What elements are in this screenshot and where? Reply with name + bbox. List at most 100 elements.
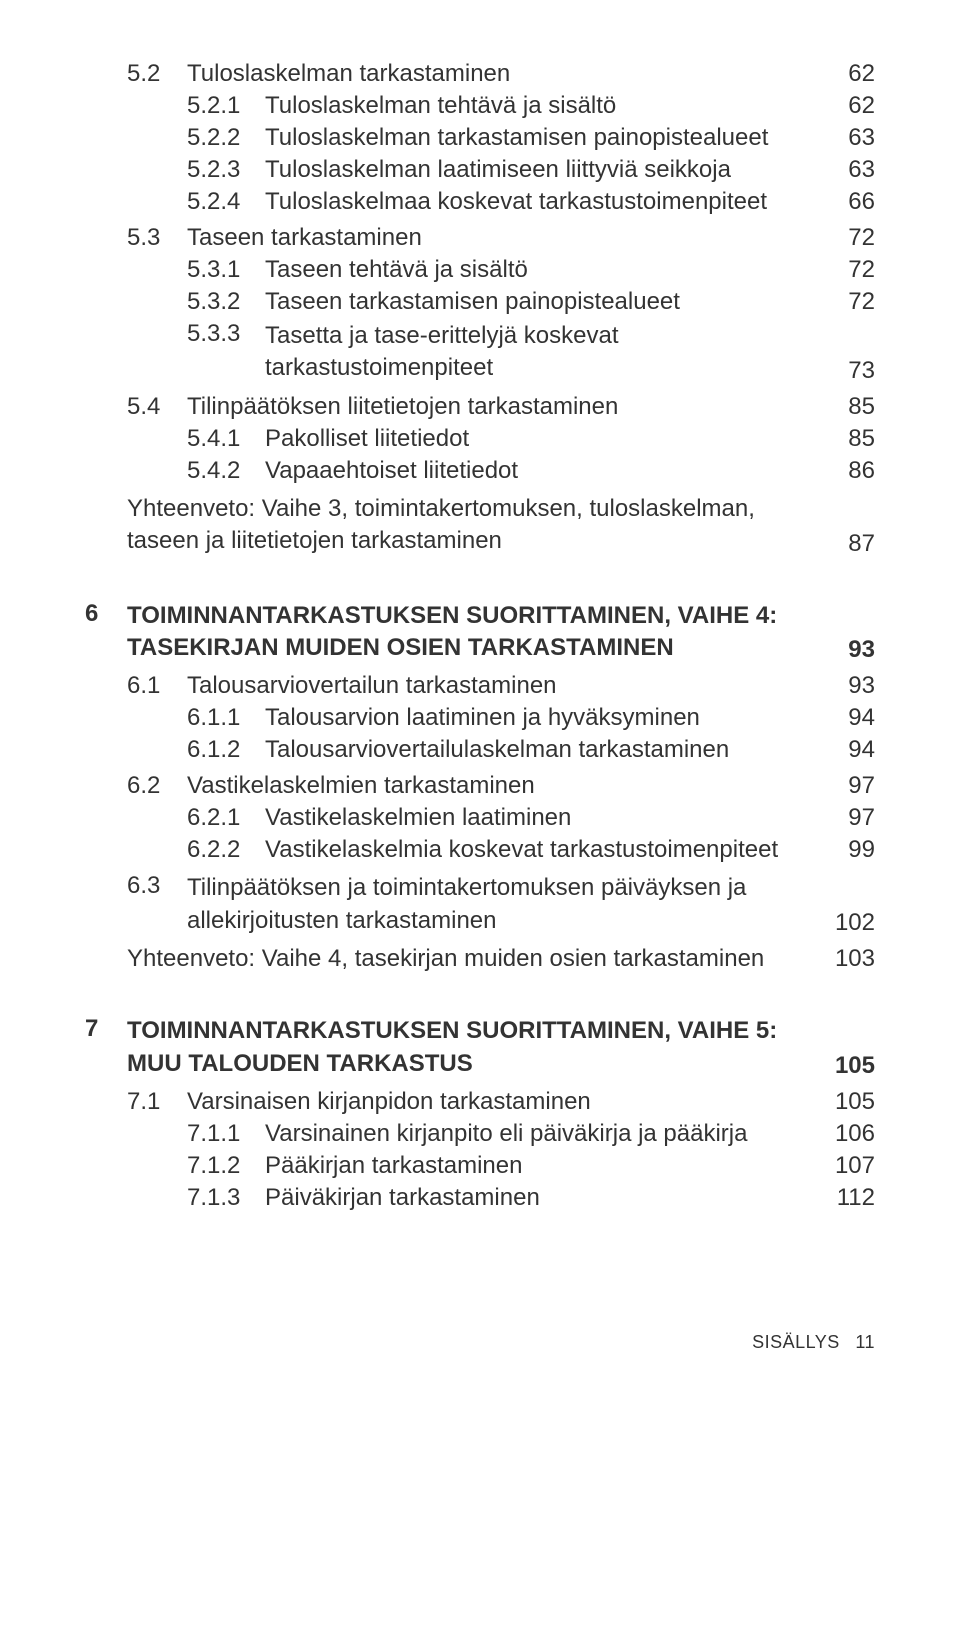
footer-page-number: 11 <box>855 1332 875 1352</box>
subsection-title: Taseen tehtävä ja sisältö <box>265 256 813 284</box>
page-number: 99 <box>813 836 875 864</box>
page-number: 72 <box>813 224 875 252</box>
section-number: 6.1 <box>127 672 187 700</box>
toc-section-row: 5.3 Taseen tarkastaminen 72 <box>85 224 875 252</box>
subsection-number: 5.2.3 <box>187 156 265 184</box>
page-number: 103 <box>813 945 875 973</box>
section-title: Varsinaisen kirjanpidon tarkastaminen <box>187 1088 813 1116</box>
toc-subsection-row: 5.2.4 Tuloslaskelmaa koskevat tarkastust… <box>85 188 875 216</box>
subsection-title: Tuloslaskelman tarkastamisen painopistea… <box>265 124 813 152</box>
subsection-title: Pääkirjan tarkastaminen <box>265 1152 813 1180</box>
subsection-number: 5.2.2 <box>187 124 265 152</box>
section-number: 6.3 <box>127 872 187 900</box>
toc-section-row: 6.2 Vastikelaskelmien tarkastaminen 97 <box>85 772 875 800</box>
summary-title: Yhteenveto: Vaihe 4, tasekirjan muiden o… <box>127 945 813 973</box>
toc-subsection-row: 5.3.3 Tasetta ja tase-erittelyjä koskeva… <box>85 320 875 385</box>
subsection-number: 5.3.2 <box>187 288 265 316</box>
toc-summary-row: Yhteenveto: Vaihe 4, tasekirjan muiden o… <box>85 945 875 973</box>
subsection-number: 6.2.2 <box>187 836 265 864</box>
subsection-number: 5.4.1 <box>187 425 265 453</box>
subsection-title: Päiväkirjan tarkastaminen <box>265 1184 813 1212</box>
section-number: 7.1 <box>127 1088 187 1116</box>
page-number: 106 <box>813 1120 875 1148</box>
subsection-title: Pakolliset liitetiedot <box>265 425 813 453</box>
page-number: 85 <box>813 425 875 453</box>
toc-section-row: 6.3 Tilinpäätöksen ja toimintakertomukse… <box>85 872 875 937</box>
section-number: 5.2 <box>127 60 187 88</box>
page-number: 85 <box>813 393 875 421</box>
section-number: 6.2 <box>127 772 187 800</box>
subsection-title: Tasetta ja tase-erittelyjä koskevat tark… <box>265 320 813 385</box>
page-number: 72 <box>813 256 875 284</box>
toc-section-row: 6.1 Talousarviovertailun tarkastaminen 9… <box>85 672 875 700</box>
page-number: 105 <box>813 1052 875 1080</box>
subsection-title: Talousarviovertailulaskelman tarkastamin… <box>265 736 813 764</box>
toc-subsection-row: 5.4.1 Pakolliset liitetiedot 85 <box>85 425 875 453</box>
page-number: 72 <box>813 288 875 316</box>
section-number: 5.4 <box>127 393 187 421</box>
page-number: 63 <box>813 124 875 152</box>
chapter-number: 7 <box>85 1015 127 1043</box>
toc-subsection-row: 7.1.1 Varsinainen kirjanpito eli päiväki… <box>85 1120 875 1148</box>
chapter-title: TOIMINNANTARKASTUKSEN SUORITTAMINEN, VAI… <box>127 600 813 665</box>
page-number: 107 <box>813 1152 875 1180</box>
toc-subsection-row: 6.2.2 Vastikelaskelmia koskevat tarkastu… <box>85 836 875 864</box>
toc-subsection-row: 6.1.1 Talousarvion laatiminen ja hyväksy… <box>85 704 875 732</box>
toc-subsection-row: 5.4.2 Vapaaehtoiset liitetiedot 86 <box>85 457 875 485</box>
section-title: Tuloslaskelman tarkastaminen <box>187 60 813 88</box>
page-number: 62 <box>813 60 875 88</box>
page-number: 62 <box>813 92 875 120</box>
toc-chapter-row: 6 TOIMINNANTARKASTUKSEN SUORITTAMINEN, V… <box>85 600 875 665</box>
subsection-number: 7.1.1 <box>187 1120 265 1148</box>
section-number: 5.3 <box>127 224 187 252</box>
page-number: 66 <box>813 188 875 216</box>
toc-section-row: 5.4 Tilinpäätöksen liitetietojen tarkast… <box>85 393 875 421</box>
subsection-title: Tuloslaskelman tehtävä ja sisältö <box>265 92 813 120</box>
page-number: 105 <box>813 1088 875 1116</box>
toc-subsection-row: 5.2.3 Tuloslaskelman laatimiseen liittyv… <box>85 156 875 184</box>
chapter-title: TOIMINNANTARKASTUKSEN SUORITTAMINEN, VAI… <box>127 1015 813 1080</box>
subsection-number: 7.1.2 <box>187 1152 265 1180</box>
toc-subsection-row: 7.1.2 Pääkirjan tarkastaminen 107 <box>85 1152 875 1180</box>
page-number: 63 <box>813 156 875 184</box>
subsection-title: Tuloslaskelman laatimiseen liittyviä sei… <box>265 156 813 184</box>
page-number: 94 <box>813 704 875 732</box>
subsection-title: Vapaaehtoiset liitetiedot <box>265 457 813 485</box>
subsection-title: Taseen tarkastamisen painopistealueet <box>265 288 813 316</box>
subsection-number: 6.2.1 <box>187 804 265 832</box>
toc-subsection-row: 5.3.1 Taseen tehtävä ja sisältö 72 <box>85 256 875 284</box>
subsection-number: 5.4.2 <box>187 457 265 485</box>
subsection-number: 7.1.3 <box>187 1184 265 1212</box>
page-footer: SISÄLLYS 11 <box>85 1332 875 1353</box>
toc-subsection-row: 5.3.2 Taseen tarkastamisen painopistealu… <box>85 288 875 316</box>
subsection-number: 5.2.4 <box>187 188 265 216</box>
subsection-number: 5.3.1 <box>187 256 265 284</box>
toc-subsection-row: 6.1.2 Talousarviovertailulaskelman tarka… <box>85 736 875 764</box>
page-number: 112 <box>813 1184 875 1212</box>
subsection-title: Vastikelaskelmia koskevat tarkastustoime… <box>265 836 813 864</box>
page-number: 97 <box>813 772 875 800</box>
section-title: Tilinpäätöksen liitetietojen tarkastamin… <box>187 393 813 421</box>
page-number: 97 <box>813 804 875 832</box>
toc-chapter-row: 7 TOIMINNANTARKASTUKSEN SUORITTAMINEN, V… <box>85 1015 875 1080</box>
subsection-number: 5.3.3 <box>187 320 265 348</box>
toc-section-row: 7.1 Varsinaisen kirjanpidon tarkastamine… <box>85 1088 875 1116</box>
subsection-title: Talousarvion laatiminen ja hyväksyminen <box>265 704 813 732</box>
page-number: 86 <box>813 457 875 485</box>
section-title: Talousarviovertailun tarkastaminen <box>187 672 813 700</box>
page-number: 73 <box>813 357 875 385</box>
page-number: 94 <box>813 736 875 764</box>
page-number: 93 <box>813 636 875 664</box>
subsection-number: 6.1.2 <box>187 736 265 764</box>
section-title: Taseen tarkastaminen <box>187 224 813 252</box>
subsection-number: 5.2.1 <box>187 92 265 120</box>
toc-subsection-row: 5.2.1 Tuloslaskelman tehtävä ja sisältö … <box>85 92 875 120</box>
subsection-title: Vastikelaskelmien laatiminen <box>265 804 813 832</box>
page-number: 87 <box>813 530 875 558</box>
section-title: Vastikelaskelmien tarkastaminen <box>187 772 813 800</box>
toc-summary-row: Yhteenveto: Vaihe 3, toimintakertomuksen… <box>85 493 875 558</box>
summary-title: Yhteenveto: Vaihe 3, toimintakertomuksen… <box>127 493 813 558</box>
page-number: 102 <box>813 909 875 937</box>
footer-label: SISÄLLYS <box>752 1332 840 1352</box>
subsection-title: Varsinainen kirjanpito eli päiväkirja ja… <box>265 1120 813 1148</box>
